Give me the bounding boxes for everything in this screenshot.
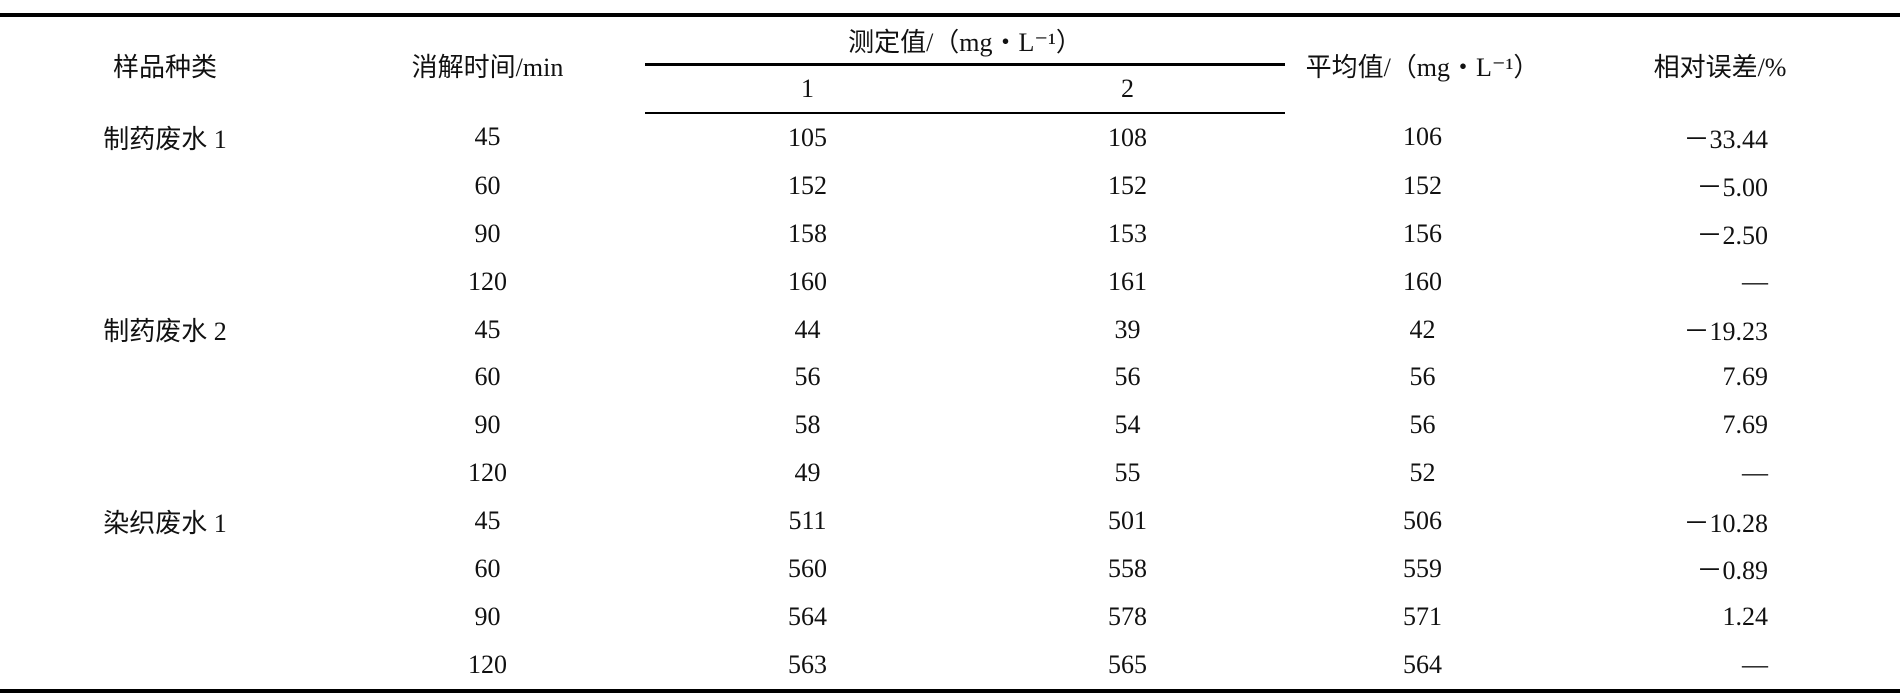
cell-measured-2: 578 (1108, 601, 1147, 631)
cell-measured-1: 152 (788, 170, 827, 200)
table-row: 120 563 565 564— (0, 640, 1900, 693)
cell-time: 90 (474, 218, 501, 248)
table-row: 制药废水 2 45 44 39 42 －19.23 (0, 306, 1900, 354)
cell-measured-1: 563 (645, 640, 970, 693)
cell-average: 152 (1403, 170, 1443, 200)
cell-measured-1: 44 (794, 314, 821, 344)
cell-time: 60 (474, 553, 501, 583)
cell-measured-2: 55 (1114, 458, 1141, 488)
cell-sample (0, 162, 330, 210)
table-row: 60 152 152 152 －5.00 (0, 162, 1900, 210)
cell-time: 45 (474, 314, 501, 344)
cell-measured-2: 39 (1114, 314, 1141, 344)
data-table: 样品种类 消解时间/min 测定值/（mg・L⁻¹） 平均值/（mg・L⁻¹） … (0, 13, 1900, 693)
table-row: 60 56 56 56 7.69 (0, 353, 1900, 401)
cell-relative-error: 7.69 (1722, 410, 1769, 440)
cell-time: 90 (474, 601, 501, 631)
cell-sample (0, 258, 330, 306)
cell-measured-1: 564 (788, 601, 827, 631)
table-row: 90 58 54 56 7.69 (0, 401, 1900, 449)
cell-average: 160 (1403, 266, 1443, 296)
cell-measured-2: 501 (1108, 506, 1147, 536)
cell-sample (0, 210, 330, 258)
cell-time: 45 (474, 506, 501, 536)
cell-measured-2: 565 (970, 640, 1286, 693)
cell-relative-error: －33.44 (1683, 124, 1769, 154)
cell-average: 56 (1409, 362, 1436, 392)
cell-average: 106 (1403, 122, 1443, 152)
table-row: 120 49 55 52 — (0, 449, 1900, 497)
header-subrow: 1 2 (0, 64, 1900, 114)
cell-measured-1: 560 (788, 553, 827, 583)
cell-average: 571 (1403, 601, 1443, 631)
table-row: 60 560 558 559 －0.89 (0, 545, 1900, 593)
cell-relative-error: －2.50 (1696, 221, 1769, 251)
cell-relative-error: －10.28 (1683, 508, 1769, 538)
cell-time: 60 (474, 362, 501, 392)
cell-sample: 制药废水 2 (103, 317, 227, 346)
cell-relative-error: －5.00 (1696, 173, 1769, 203)
cell-relative-error: －19.23 (1683, 317, 1769, 346)
cell-average: 56 (1409, 410, 1436, 440)
cell-measured-2: 161 (1108, 266, 1147, 296)
cell-average: 42 (1409, 314, 1436, 344)
cell-sample (0, 545, 330, 593)
cell-measured-2: 153 (1108, 218, 1147, 248)
cell-sample (0, 593, 330, 641)
table-row: 90 564 578 571 1.24 (0, 593, 1900, 641)
table-row: 120 160 161 160 — (0, 258, 1900, 306)
cell-measured-2: 56 (1114, 362, 1141, 392)
cell-measured-2: 558 (1108, 553, 1147, 583)
cell-measured-1: 49 (794, 458, 821, 488)
cell-time: 60 (474, 170, 501, 200)
cell-measured-2: 108 (1108, 122, 1147, 152)
header-measured-1: 1 (645, 64, 970, 114)
cell-average: 506 (1403, 506, 1443, 536)
cell-sample: 染织废水 1 (103, 508, 227, 538)
header-average: 平均值/（mg・L⁻¹） (1285, 13, 1561, 113)
cell-relative-error: — (1560, 640, 1900, 693)
cell-average: 156 (1403, 218, 1443, 248)
cell-measured-1: 160 (788, 266, 827, 296)
cell-measured-1: 56 (794, 362, 821, 392)
cell-relative-error: 1.24 (1722, 601, 1769, 631)
cell-measured-1: 511 (788, 506, 827, 536)
header-measured: 测定值/（mg・L⁻¹） (645, 13, 1286, 66)
cell-time: 120 (468, 266, 507, 296)
cell-measured-1: 158 (788, 218, 827, 248)
cell-measured-1: 105 (788, 122, 827, 152)
cell-sample: 制药废水 1 (103, 124, 227, 154)
cell-average: 564 (1285, 640, 1561, 693)
header-digestion-time: 消解时间/min (330, 13, 645, 113)
cell-time: 90 (474, 410, 501, 440)
table-row: 染织废水 1 45 511 501 506 －10.28 (0, 497, 1900, 545)
cell-time: 45 (474, 122, 501, 152)
table-row: 90 158 153 156 －2.50 (0, 210, 1900, 258)
header-row: 样品种类 消解时间/min 测定值/（mg・L⁻¹） 平均值/（mg・L⁻¹） … (0, 13, 1900, 113)
header-measured-2: 2 (970, 64, 1286, 114)
cell-average: 52 (1409, 458, 1436, 488)
cell-relative-error: －0.89 (1696, 556, 1769, 586)
cell-average: 559 (1403, 553, 1443, 583)
cell-relative-error: — (1742, 266, 1769, 296)
cell-sample (0, 401, 330, 449)
header-sample-type: 样品种类 (0, 13, 330, 113)
cell-measured-2: 152 (1108, 170, 1147, 200)
cell-time: 120 (330, 640, 645, 693)
cell-time: 120 (468, 458, 507, 488)
cell-sample (0, 640, 330, 693)
header-relative-error: 相对误差/% (1560, 13, 1900, 113)
table-row: 制药废水 1 45 105 108 106 －33.44 (0, 113, 1900, 162)
cell-relative-error: 7.69 (1722, 362, 1769, 392)
cell-measured-2: 54 (1114, 410, 1141, 440)
cell-sample (0, 449, 330, 497)
cell-sample (0, 353, 330, 401)
cell-relative-error: — (1742, 458, 1769, 488)
cell-measured-1: 58 (794, 410, 821, 440)
